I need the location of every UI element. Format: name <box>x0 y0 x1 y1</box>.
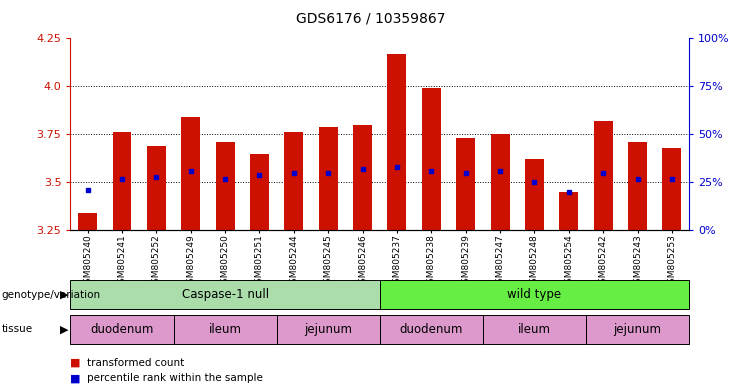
Text: percentile rank within the sample: percentile rank within the sample <box>87 373 262 383</box>
Text: jejunum: jejunum <box>614 323 662 336</box>
Text: ▶: ▶ <box>60 290 68 300</box>
Bar <box>559 192 578 230</box>
Bar <box>353 125 372 230</box>
Text: GDS6176 / 10359867: GDS6176 / 10359867 <box>296 12 445 25</box>
Text: duodenum: duodenum <box>399 323 463 336</box>
Text: ileum: ileum <box>208 323 242 336</box>
Text: duodenum: duodenum <box>90 323 153 336</box>
Text: transformed count: transformed count <box>87 358 184 368</box>
Text: ■: ■ <box>70 373 81 383</box>
Bar <box>422 88 441 230</box>
Text: jejunum: jejunum <box>305 323 352 336</box>
Bar <box>491 134 510 230</box>
Bar <box>113 132 131 230</box>
Bar <box>662 148 682 230</box>
Text: ileum: ileum <box>518 323 551 336</box>
Bar <box>285 132 303 230</box>
Text: wild type: wild type <box>508 288 562 301</box>
Bar <box>182 117 200 230</box>
Text: ▶: ▶ <box>60 324 68 334</box>
Bar <box>319 127 338 230</box>
Text: genotype/variation: genotype/variation <box>1 290 101 300</box>
Bar <box>216 142 235 230</box>
Bar <box>78 213 97 230</box>
Text: ■: ■ <box>70 358 81 368</box>
Bar <box>388 54 406 230</box>
Bar <box>594 121 613 230</box>
Text: Caspase-1 null: Caspase-1 null <box>182 288 269 301</box>
Text: tissue: tissue <box>1 324 33 334</box>
Bar <box>525 159 544 230</box>
Bar <box>250 154 269 230</box>
Bar <box>456 138 475 230</box>
Bar <box>147 146 166 230</box>
Bar <box>628 142 647 230</box>
